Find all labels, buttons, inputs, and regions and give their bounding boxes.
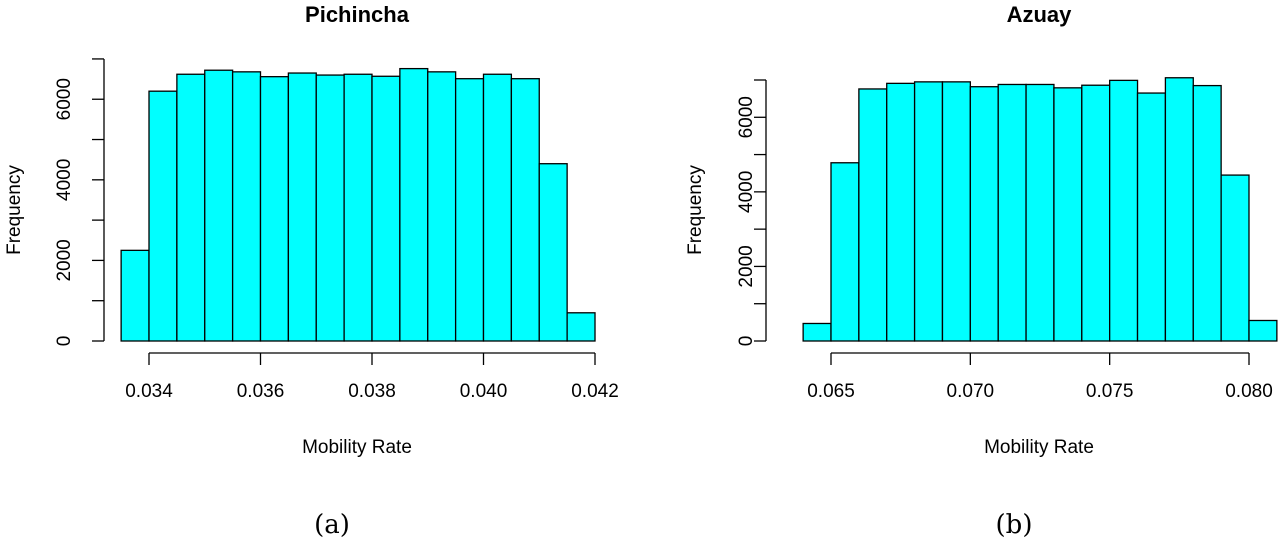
histogram-bar — [913, 81, 944, 342]
y-axis: 0 2000 4000 6000 — [736, 79, 767, 347]
histogram-bar — [454, 78, 485, 342]
y-tick-label: 6000 — [54, 78, 75, 120]
y-tick-label: 0 — [54, 336, 75, 347]
histogram-bar — [997, 83, 1027, 342]
y-tick-label: 4000 — [736, 171, 757, 213]
histogram-bar — [969, 86, 999, 342]
bars-group — [802, 77, 1278, 342]
x-tick-label: 0.065 — [807, 381, 855, 402]
histogram-bar — [176, 73, 206, 342]
histogram-bar — [120, 249, 150, 342]
x-tick-label: 0.040 — [460, 381, 508, 402]
histogram-bar — [343, 73, 373, 342]
y-tick-label: 2000 — [736, 245, 757, 287]
y-axis-label: Frequency — [4, 165, 25, 255]
x-tick-label: 0.080 — [1225, 381, 1273, 402]
y-tick-label: 6000 — [736, 96, 757, 138]
y-tick-label: 4000 — [54, 159, 75, 201]
histogram-bar — [1053, 87, 1083, 342]
histogram-pichincha: Pichincha Mobility Rate Frequency (a) 0 2… — [4, 2, 619, 540]
histogram-bar — [287, 72, 317, 342]
histogram-bar — [830, 162, 860, 342]
histogram-bar — [1109, 79, 1139, 342]
x-axis: 0.034 0.036 0.038 0.040 0.042 — [125, 352, 619, 402]
histogram-azuay: Azuay Mobility Rate Frequency (b) 0 2000 4… — [685, 2, 1278, 540]
histogram-bar — [399, 67, 429, 342]
x-tick-label: 0.036 — [237, 381, 285, 402]
histogram-bar — [148, 90, 178, 342]
histogram-bar — [204, 69, 234, 342]
x-tick-label: 0.034 — [125, 381, 173, 402]
y-axis: 0 2000 4000 6000 — [54, 58, 105, 347]
histogram-bar — [566, 312, 596, 342]
x-axis-label: Mobility Rate — [984, 437, 1094, 458]
histogram-bar — [510, 78, 540, 342]
histogram-bar — [231, 71, 262, 342]
histogram-bar — [1136, 92, 1167, 342]
histogram-bar — [1248, 319, 1278, 342]
histogram-bar — [1081, 84, 1111, 342]
histogram-bar — [427, 71, 457, 342]
panel-caption: (a) — [314, 510, 350, 540]
histogram-bar — [1164, 77, 1194, 342]
histogram-bar — [858, 88, 888, 342]
histogram-bar — [482, 73, 513, 342]
histogram-bar — [941, 81, 971, 342]
histogram-bar — [1025, 83, 1055, 342]
x-axis-label: Mobility Rate — [302, 437, 412, 458]
x-tick-label: 0.070 — [947, 381, 995, 402]
histogram-bar — [315, 74, 345, 342]
y-axis-label: Frequency — [685, 165, 706, 255]
panel-caption: (b) — [996, 510, 1033, 540]
histogram-bar — [1192, 84, 1222, 342]
histogram-bar — [886, 82, 916, 342]
histogram-bar — [538, 163, 568, 342]
x-tick-label: 0.042 — [571, 381, 619, 402]
y-tick-label: 0 — [736, 336, 757, 347]
x-tick-label: 0.038 — [348, 381, 396, 402]
chart-title: Azuay — [1007, 2, 1073, 27]
histogram-bar — [259, 76, 290, 342]
x-tick-label: 0.075 — [1086, 381, 1134, 402]
y-tick-label: 2000 — [54, 239, 75, 281]
chart-title: Pichincha — [305, 2, 410, 27]
histogram-bar — [371, 75, 401, 342]
x-axis: 0.065 0.070 0.075 0.080 — [807, 352, 1273, 402]
bars-group — [120, 67, 596, 342]
histogram-bar — [1220, 174, 1250, 342]
histogram-bar — [802, 322, 832, 342]
